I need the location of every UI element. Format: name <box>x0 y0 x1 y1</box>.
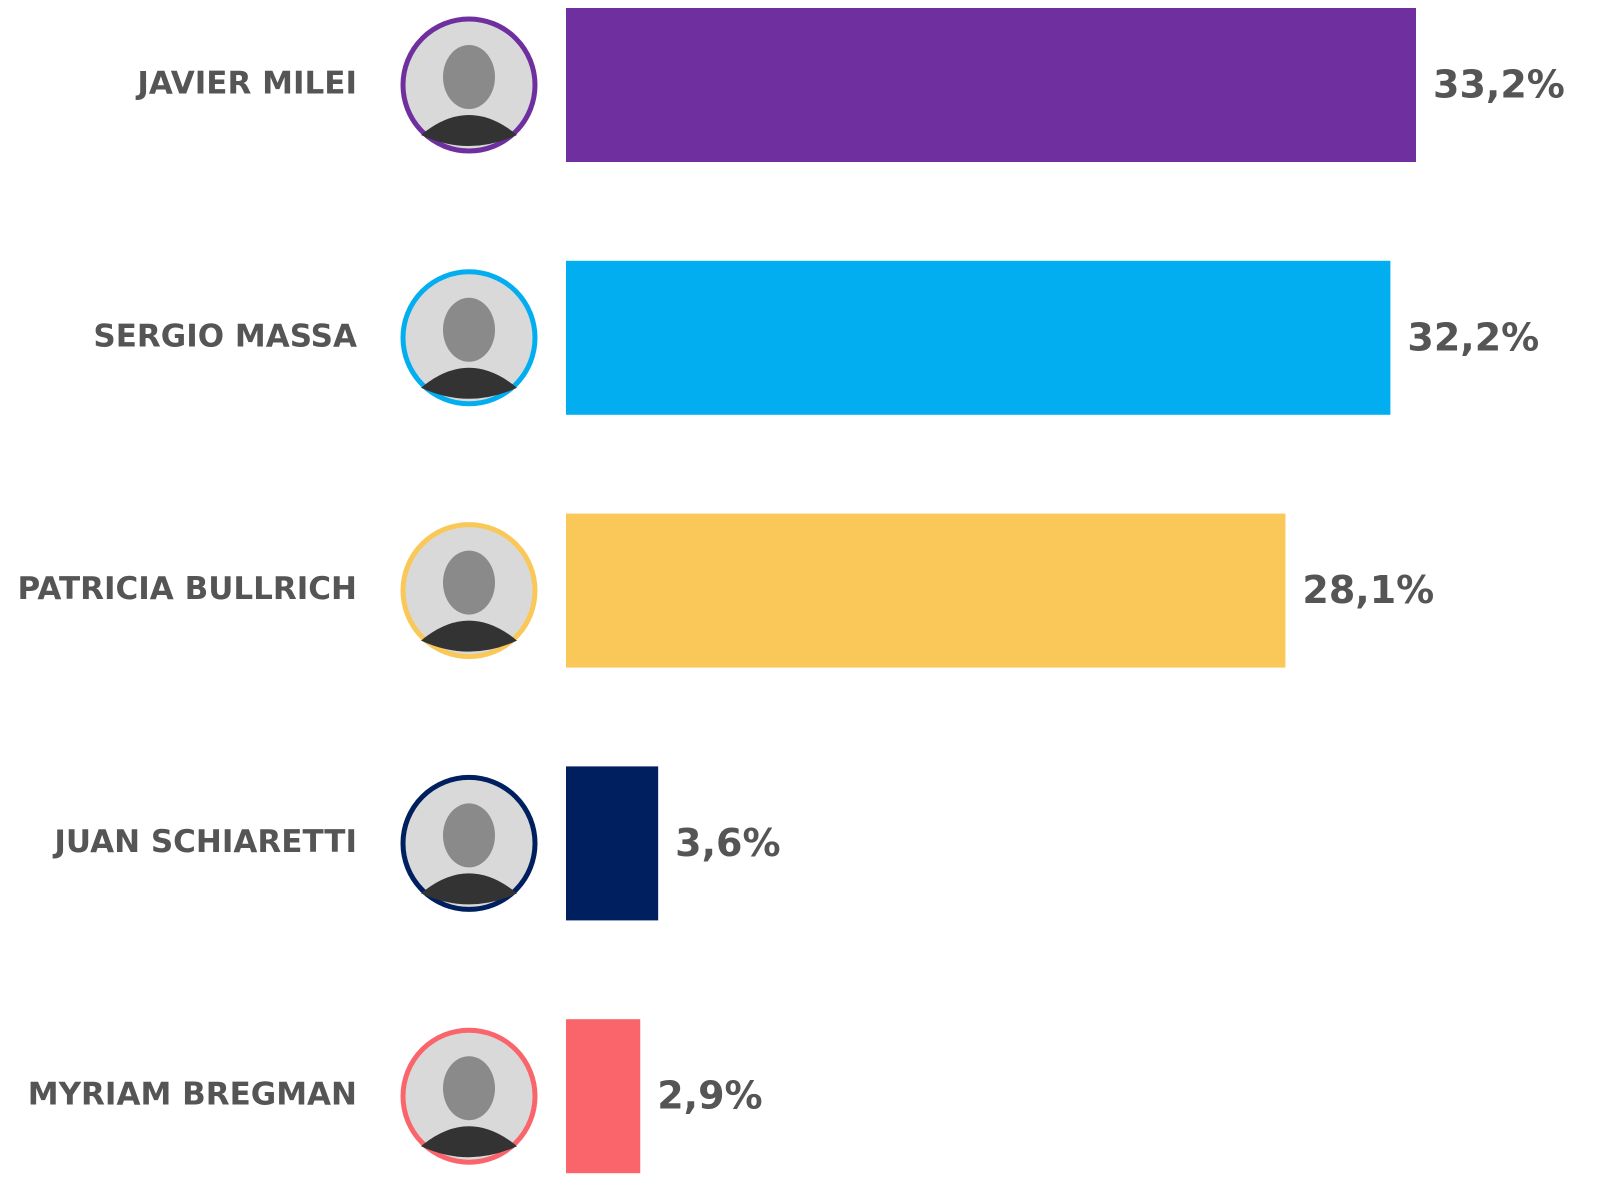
portrait <box>403 1030 535 1162</box>
value-label: 33,2% <box>1433 63 1565 107</box>
portrait-head <box>443 1056 495 1120</box>
portrait-head <box>443 45 495 109</box>
bar <box>566 766 658 920</box>
bar <box>566 261 1390 415</box>
value-label: 28,1% <box>1302 568 1434 612</box>
chart: JAVIER MILEI 33,2% SERGIO MASSA 32,2% PATRIC… <box>0 0 1607 1199</box>
portrait <box>403 525 535 657</box>
value-label: 3,6% <box>675 821 780 865</box>
bar <box>566 514 1285 668</box>
page: JAVIER MILEI 33,2% SERGIO MASSA 32,2% PATRIC… <box>0 0 1607 1199</box>
value-label: 32,2% <box>1407 315 1539 359</box>
bar <box>566 8 1416 162</box>
portrait-head <box>443 298 495 362</box>
value-label: 2,9% <box>657 1074 762 1118</box>
portrait <box>403 272 535 404</box>
category-label: JUAN SCHIARETTI <box>52 824 357 860</box>
portrait <box>403 777 535 909</box>
portrait <box>403 19 535 151</box>
portrait-head <box>443 551 495 615</box>
bar <box>566 1019 640 1173</box>
category-label: SERGIO MASSA <box>93 318 357 354</box>
category-label: MYRIAM BREGMAN <box>28 1077 357 1113</box>
portrait-head <box>443 803 495 867</box>
category-label: JAVIER MILEI <box>135 66 357 102</box>
category-label: PATRICIA BULLRICH <box>18 571 358 607</box>
